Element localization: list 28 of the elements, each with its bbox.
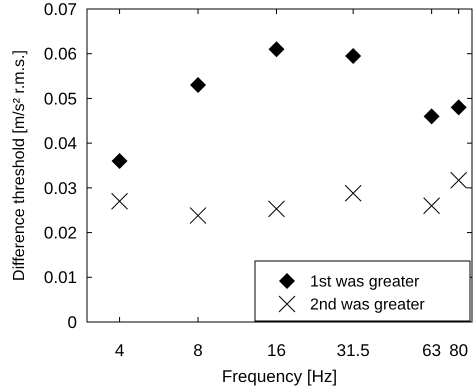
y-tick-label: 0.03 — [44, 178, 77, 198]
point — [112, 153, 128, 170]
y-tick-label: 0.01 — [44, 268, 77, 288]
point — [190, 207, 207, 224]
x-tick-label: 63 — [422, 341, 442, 360]
y-tick-label: 0.02 — [44, 224, 77, 243]
x-tick-label: 8 — [193, 341, 203, 360]
y-tick-label: 0.07 — [44, 0, 77, 19]
y-axis-title: Difference threshold [m/s² r.m.s.] — [11, 50, 28, 281]
x-axis-title: Frequency [Hz] — [222, 367, 338, 386]
point — [268, 41, 284, 58]
point — [344, 184, 362, 202]
point — [424, 108, 440, 124]
point — [268, 200, 285, 218]
point — [111, 192, 128, 210]
x-tick-label: 4 — [114, 341, 124, 360]
y-tick-label: 0.05 — [44, 89, 77, 108]
y-tick-label: 0.04 — [44, 134, 77, 154]
y-tick-label: 0 — [68, 312, 77, 332]
legend-label: 1st was greater — [310, 274, 420, 291]
point — [423, 197, 440, 214]
y-tick-label: 0.06 — [44, 44, 77, 64]
point — [190, 77, 206, 94]
legend-label: 2nd was greater — [310, 296, 426, 314]
x-tick-label: 80 — [449, 341, 468, 360]
x-tick-label: 16 — [267, 341, 286, 360]
point — [345, 48, 362, 64]
x-tick-label: 31.5 — [336, 341, 370, 360]
